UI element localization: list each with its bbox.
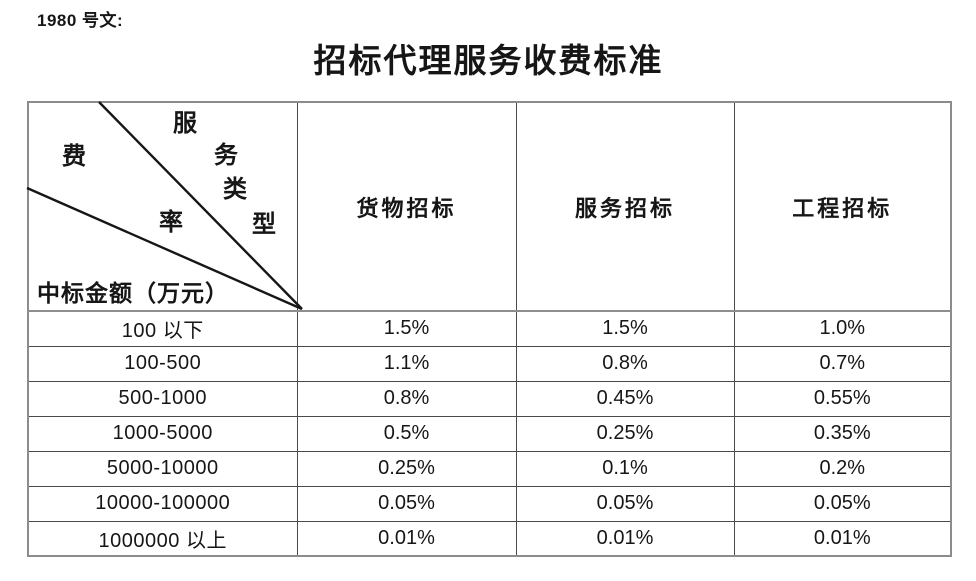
amount-cell: 100 以下 [27,310,298,347]
diagonal-lines [26,101,303,311]
rate-cell-goods: 1.1% [296,345,517,382]
table-row: 100 以下 1.5% 1.5% 1.0% [27,310,952,347]
column-header-goods: 货物招标 [296,101,517,312]
table-row: 5000-10000 0.25% 0.1% 0.2% [27,450,952,487]
amount-cell: 100-500 [27,345,298,382]
table-row: 1000-5000 0.5% 0.25% 0.35% [27,415,952,452]
diagonal-line-lower [26,186,303,311]
rate-cell-services: 0.25% [515,415,735,452]
rate-cell-works: 0.35% [733,415,952,452]
table-header-row: 费 率 服 务 类 型 中标金额（万元） 货物招标 服务招标 工程招标 [26,101,952,312]
table-row: 500-1000 0.8% 0.45% 0.55% [27,380,952,417]
rate-cell-services: 0.05% [515,485,735,522]
table-row: 100-500 1.1% 0.8% 0.7% [27,345,952,382]
diagonal-corner-cell: 费 率 服 务 类 型 中标金额（万元） [26,101,303,312]
rate-cell-goods: 0.5% [296,415,517,452]
column-header-works: 工程招标 [733,101,952,312]
diagonal-label-service-char4: 型 [252,212,276,238]
page-title: 招标代理服务收费标准 [313,44,664,80]
diagonal-label-service-char2: 务 [214,143,238,169]
rate-cell-works: 0.2% [733,450,952,487]
diagonal-label-fee: 费 [62,144,86,170]
amount-cell: 500-1000 [27,380,298,417]
amount-cell: 10000-100000 [27,485,298,522]
diagonal-line-upper [98,101,303,310]
diagonal-corner-box: 费 率 服 务 类 型 中标金额（万元） [26,101,303,311]
row-axis-label: 中标金额（万元） [37,281,229,306]
diagonal-label-service-char1: 服 [173,111,197,137]
diagonal-label-rate: 率 [159,210,183,236]
rate-cell-goods: 0.25% [296,450,517,487]
table-row: 10000-100000 0.05% 0.05% 0.05% [27,485,952,522]
rate-cell-works: 1.0% [733,310,952,347]
amount-cell: 5000-10000 [27,450,298,487]
rate-cell-services: 1.5% [515,310,735,347]
rate-cell-works: 0.7% [733,345,952,382]
rate-cell-goods: 0.05% [296,485,517,522]
rate-cell-services: 0.8% [515,345,735,382]
rate-cell-services: 0.45% [515,380,735,417]
rate-cell-goods: 0.8% [296,380,517,417]
rate-cell-services: 0.01% [515,520,735,557]
fee-table-body: 费 率 服 务 类 型 中标金额（万元） 货物招标 服务招标 工程招标 100 … [26,101,952,557]
rate-cell-goods: 0.01% [296,520,517,557]
rate-cell-works: 0.05% [733,485,952,522]
amount-cell: 1000-5000 [27,415,298,452]
diagonal-label-service-char3: 类 [223,177,247,203]
column-header-services: 服务招标 [515,101,735,312]
rate-cell-goods: 1.5% [296,310,517,347]
rate-cell-works: 0.01% [733,520,952,557]
fee-table: 费 率 服 务 类 型 中标金额（万元） 货物招标 服务招标 工程招标 100 … [26,101,952,557]
rate-cell-services: 0.1% [515,450,735,487]
doc-number-label: 1980 号文: [37,11,124,30]
amount-cell: 1000000 以上 [27,520,298,557]
table-row: 1000000 以上 0.01% 0.01% 0.01% [27,520,952,557]
rate-cell-works: 0.55% [733,380,952,417]
